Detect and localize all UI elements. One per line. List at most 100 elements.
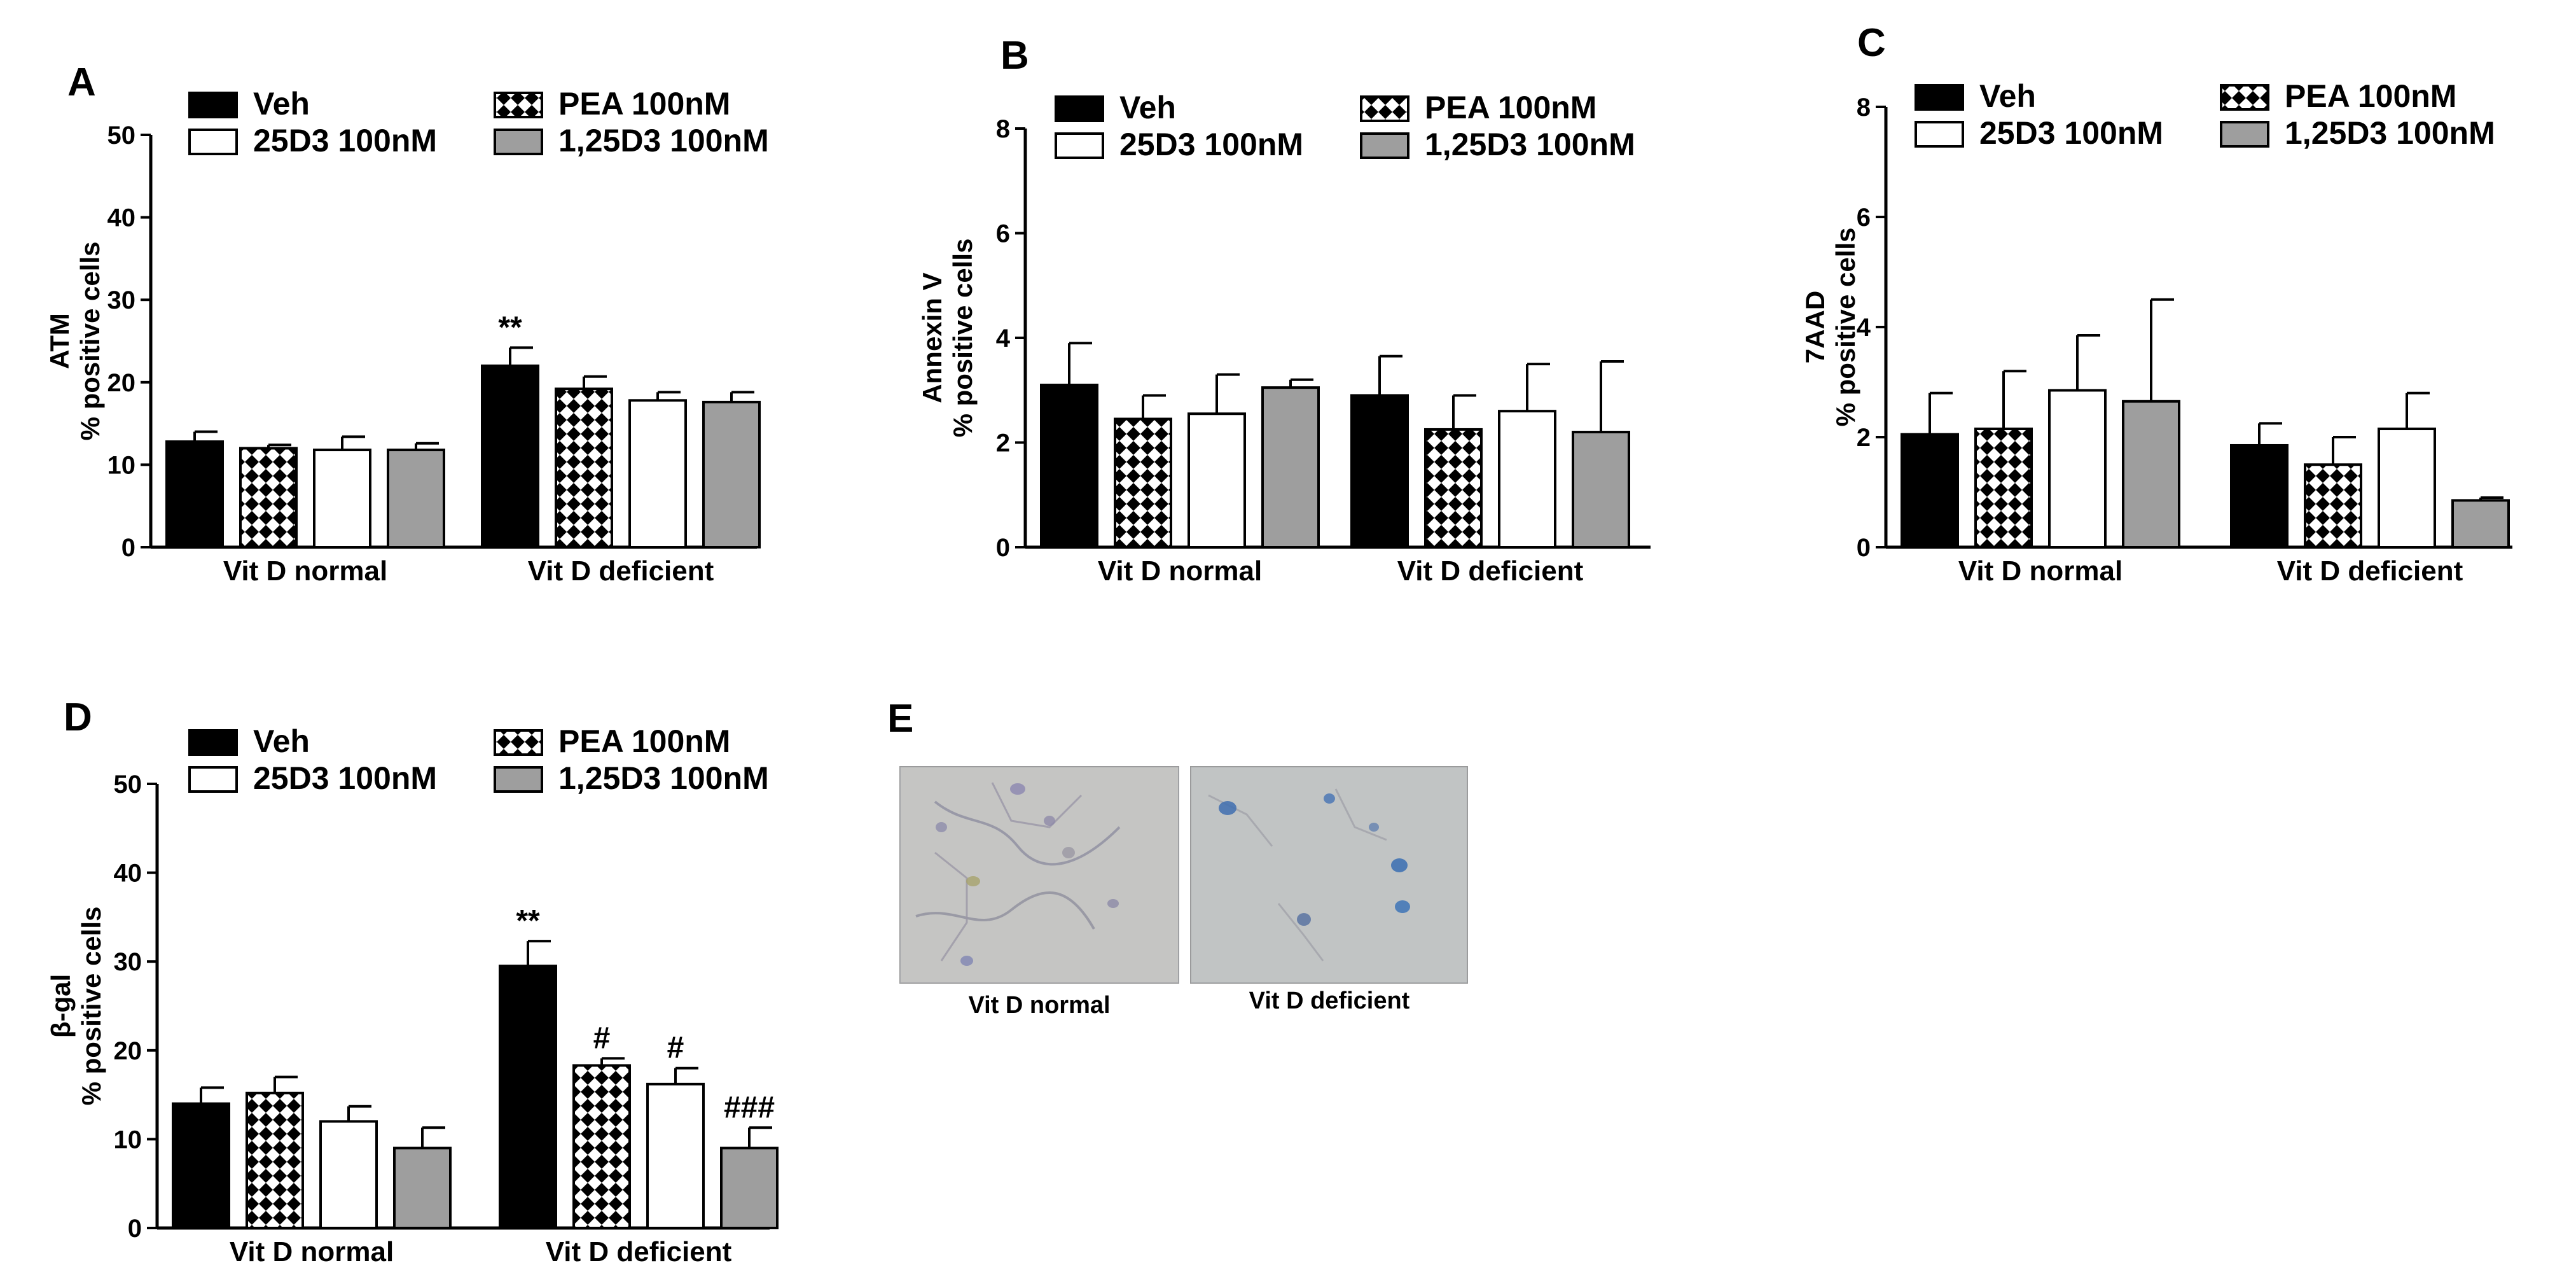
bar	[646, 1082, 705, 1230]
bar	[1114, 417, 1172, 548]
bar	[1188, 412, 1246, 549]
legend-swatch	[1055, 95, 1104, 122]
significance-label: ###	[724, 1091, 775, 1124]
bar	[2230, 443, 2289, 548]
y-tick-label: 2	[1857, 424, 1871, 452]
panel-letter-a: A	[67, 60, 96, 104]
legend-label: Veh	[253, 86, 310, 122]
significance-label: **	[516, 904, 540, 938]
legend-label: 1,25D3 100nM	[2285, 115, 2495, 151]
micrograph-caption-normal: Vit D normal	[968, 992, 1110, 1019]
legend-swatch	[494, 766, 543, 793]
legend-label: 1,25D3 100nM	[558, 123, 769, 158]
y-tick-label: 8	[1857, 94, 1871, 122]
legend-swatch	[494, 729, 543, 756]
y-tick-label: 30	[107, 286, 136, 314]
legend-swatch	[1055, 132, 1104, 159]
y-axis-label: 7AAD	[1800, 291, 1830, 363]
bar	[2048, 389, 2107, 548]
panel-letter-d: D	[64, 695, 92, 739]
x-category-label: Vit D deficient	[2277, 555, 2463, 587]
legend-label: Veh	[1119, 90, 1176, 125]
bar	[1498, 410, 1556, 549]
bar	[1261, 386, 1320, 549]
legend-swatch	[1360, 132, 1409, 159]
y-tick-label: 8	[996, 115, 1010, 143]
legend-label: 1,25D3 100nM	[1425, 127, 1635, 162]
x-category-label: Vit D normal	[1958, 555, 2122, 587]
legend-label: 25D3 100nM	[253, 760, 437, 796]
micrograph-vit-d-normal: Vit D normal	[899, 766, 1179, 1019]
legend-label: 25D3 100nM	[1979, 115, 2163, 151]
y-tick-label: 0	[121, 534, 135, 562]
chart-panel-b: B 0 2 4 6 8 Annexin V% positive cells Vit D nor…	[917, 34, 1651, 587]
y-tick-label: 40	[107, 204, 136, 232]
bar	[393, 1147, 452, 1229]
y-axis-label: β-gal	[46, 974, 76, 1038]
bar	[2451, 499, 2510, 548]
legend-label: PEA 100nM	[2285, 78, 2456, 114]
bar	[628, 399, 687, 549]
micrograph-caption-deficient: Vit D deficient	[1249, 987, 1410, 1014]
y-tick-label: 0	[1857, 534, 1871, 562]
y-axis-label: % positive cells	[75, 242, 105, 441]
micrograph-vit-d-deficient: Vit D deficient	[1190, 766, 1468, 1014]
y-tick-label: 30	[114, 948, 142, 976]
legend-swatch	[494, 129, 543, 155]
bar	[1040, 384, 1098, 549]
bar	[313, 449, 371, 549]
legend-swatch	[188, 729, 238, 756]
y-tick-label: 2	[996, 429, 1010, 457]
x-category-label: Vit D normal	[230, 1236, 394, 1267]
y-tick-label: 50	[107, 122, 136, 150]
bar	[720, 1147, 779, 1229]
y-axis-label: % positive cells	[76, 907, 106, 1106]
legend-label: 25D3 100nM	[253, 123, 437, 158]
y-axis-label: Annexin V	[917, 272, 947, 403]
y-tick-label: 6	[1857, 204, 1871, 232]
legend-label: Veh	[1979, 78, 2036, 114]
legend-label: 1,25D3 100nM	[558, 760, 769, 796]
significance-label: #	[667, 1031, 684, 1065]
bar	[1424, 428, 1483, 548]
y-axis-label: % positive cells	[948, 239, 978, 438]
micrograph-panel: E Vit D normal	[887, 697, 1468, 1019]
panel-letter-c: C	[1857, 21, 1886, 65]
y-tick-label: 20	[114, 1037, 142, 1065]
significance-label: **	[498, 311, 522, 344]
bar	[481, 364, 539, 548]
significance-label: #	[593, 1021, 611, 1055]
legend-swatch	[1360, 95, 1409, 122]
y-axis-label: % positive cells	[1831, 228, 1860, 427]
x-category-label: Vit D deficient	[1397, 555, 1584, 587]
y-tick-label: 10	[114, 1126, 142, 1154]
legend-label: PEA 100nM	[558, 723, 730, 759]
y-tick-label: 10	[107, 451, 136, 479]
bar	[2122, 400, 2180, 549]
bar	[572, 1064, 631, 1229]
y-tick-label: 50	[114, 771, 142, 799]
legend-swatch	[188, 766, 238, 793]
legend-swatch	[188, 129, 238, 155]
bar	[246, 1091, 304, 1229]
legend-swatch	[188, 92, 238, 118]
x-category-label: Vit D normal	[223, 555, 387, 587]
y-tick-label: 0	[996, 534, 1010, 562]
x-category-label: Vit D normal	[1098, 555, 1262, 587]
y-tick-label: 40	[114, 860, 142, 888]
legend-label: 25D3 100nM	[1119, 127, 1303, 162]
bar	[1974, 428, 2033, 549]
x-category-label: Vit D deficient	[528, 555, 714, 587]
bar	[499, 965, 557, 1230]
chart-panel-c: C 0 2 4 6 8 7AAD% positive cells Vit D normal Vi…	[1800, 21, 2512, 587]
y-tick-label: 20	[107, 369, 136, 397]
bar	[319, 1120, 378, 1229]
legend-swatch	[494, 92, 543, 118]
bar	[555, 387, 613, 549]
bar	[2378, 428, 2436, 549]
y-tick-label: 4	[996, 324, 1011, 352]
x-category-label: Vit D deficient	[546, 1236, 732, 1267]
